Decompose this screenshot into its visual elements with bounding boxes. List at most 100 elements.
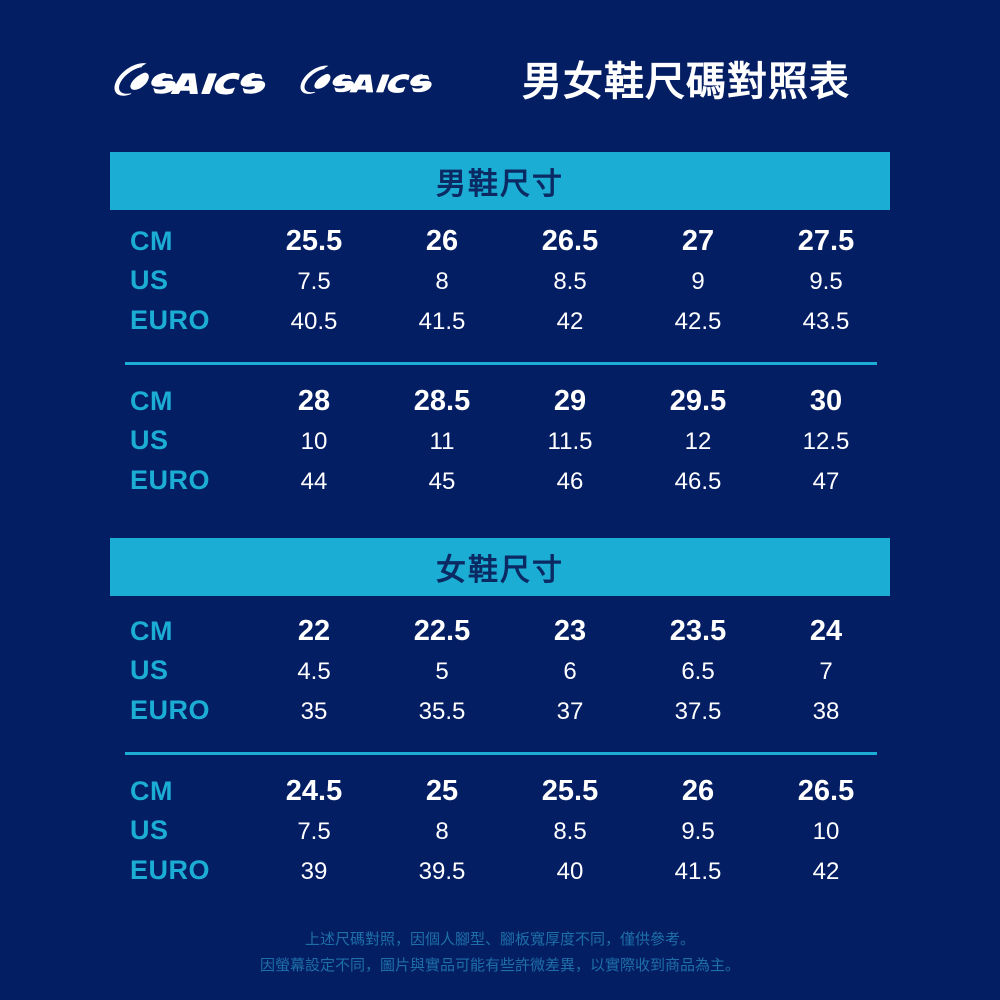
cell-value: 23 (553, 615, 587, 647)
row-label-cm: CM (130, 776, 173, 806)
row-label-euro: EURO (130, 695, 211, 725)
cell-value: 7 (819, 658, 833, 685)
size-block-men-2: CM 28 28.5 29 29.5 30 US 10 11 11.5 12 1… (130, 385, 890, 505)
row-values: 7.5 8 8.5 9 9.5 (250, 268, 890, 296)
page-header: 男女鞋尺碼對照表 (0, 46, 1000, 118)
row-label-us: US (130, 425, 169, 455)
row-values: 44 45 46 46.5 47 (250, 468, 890, 496)
cell-value: 8 (435, 268, 449, 295)
cell-value: 8.5 (553, 818, 587, 845)
cell-value: 11.5 (547, 428, 593, 455)
row-label-euro: EURO (130, 855, 211, 885)
cell-value: 42 (812, 858, 840, 885)
cell-value: 29 (553, 385, 587, 417)
cell-value: 25.5 (285, 225, 343, 257)
size-block-women-1: CM 22 22.5 23 23.5 24 US 4.5 5 6 6.5 7 E… (130, 615, 890, 735)
table-row: CM 22 22.5 23 23.5 24 (130, 615, 890, 655)
cell-value: 9 (691, 268, 705, 295)
cell-value: 46 (556, 468, 584, 495)
cell-value: 27.5 (797, 225, 855, 257)
table-row: CM 25.5 26 26.5 27 27.5 (130, 225, 890, 265)
cell-value: 6.5 (681, 658, 715, 685)
cell-value: 27 (681, 225, 715, 257)
size-block-men-1: CM 25.5 26 26.5 27 27.5 US 7.5 8 8.5 9 9… (130, 225, 890, 345)
cell-value: 25 (425, 775, 459, 807)
cell-value: 40.5 (290, 308, 338, 335)
brand-logos (112, 58, 438, 106)
table-row: CM 24.5 25 25.5 26 26.5 (130, 775, 890, 815)
section-header-women: 女鞋尺寸 (110, 538, 890, 596)
cell-value: 7.5 (297, 268, 331, 295)
cell-value: 26 (681, 775, 715, 807)
row-values: 25.5 26 26.5 27 27.5 (250, 225, 890, 258)
cell-value: 26.5 (797, 775, 855, 807)
row-label-cm: CM (130, 386, 173, 416)
table-row: US 4.5 5 6 6.5 7 (130, 655, 890, 695)
table-row: CM 28 28.5 29 29.5 30 (130, 385, 890, 425)
row-label-euro: EURO (130, 465, 211, 495)
cell-value: 22.5 (413, 615, 471, 647)
cell-value: 38 (812, 698, 840, 725)
row-values: 40.5 41.5 42 42.5 43.5 (250, 308, 890, 336)
section-title-men: 男鞋尺寸 (436, 167, 564, 202)
table-row: EURO 39 39.5 40 41.5 42 (130, 855, 890, 895)
cell-value: 8 (435, 818, 449, 845)
cell-value: 24 (809, 615, 843, 647)
table-row: EURO 44 45 46 46.5 47 (130, 465, 890, 505)
cell-value: 24.5 (285, 775, 343, 807)
cell-value: 41.5 (674, 858, 722, 885)
cell-value: 40 (556, 858, 584, 885)
cell-value: 28 (297, 385, 331, 417)
cell-value: 4.5 (297, 658, 331, 685)
cell-value: 39.5 (418, 858, 466, 885)
row-values: 4.5 5 6 6.5 7 (250, 658, 890, 686)
footnote-line-2: 因螢幕設定不同，圖片與實品可能有些許微差異，以實際收到商品為主。 (259, 956, 740, 974)
cell-value: 41.5 (418, 308, 466, 335)
row-values: 10 11 11.5 12 12.5 (250, 428, 890, 456)
page-title: 男女鞋尺碼對照表 (522, 59, 850, 105)
block-divider (125, 362, 877, 365)
asics-logo-icon-secondary (298, 58, 438, 106)
table-row: EURO 35 35.5 37 37.5 38 (130, 695, 890, 735)
size-block-women-2: CM 24.5 25 25.5 26 26.5 US 7.5 8 8.5 9.5… (130, 775, 890, 895)
table-row: US 7.5 8 8.5 9.5 10 (130, 815, 890, 855)
cell-value: 9.5 (809, 268, 843, 295)
cell-value: 11 (429, 428, 455, 455)
row-values: 35 35.5 37 37.5 38 (250, 698, 890, 726)
row-values: 39 39.5 40 41.5 42 (250, 858, 890, 886)
cell-value: 30 (809, 385, 843, 417)
cell-value: 8.5 (553, 268, 587, 295)
row-label-us: US (130, 265, 169, 295)
row-label-euro: EURO (130, 305, 211, 335)
section-title-women: 女鞋尺寸 (436, 553, 564, 588)
cell-value: 35.5 (418, 698, 466, 725)
cell-value: 6 (563, 658, 577, 685)
cell-value: 44 (300, 468, 328, 495)
cell-value: 12.5 (802, 428, 850, 455)
row-label-us: US (130, 815, 169, 845)
cell-value: 39 (300, 858, 328, 885)
asics-logo-icon (112, 58, 272, 106)
cell-value: 22 (297, 615, 331, 647)
cell-value: 42 (556, 308, 584, 335)
cell-value: 47 (812, 468, 840, 495)
row-label-us: US (130, 655, 169, 685)
cell-value: 5 (435, 658, 449, 685)
cell-value: 7.5 (297, 818, 331, 845)
cell-value: 9.5 (681, 818, 715, 845)
cell-value: 28.5 (413, 385, 471, 417)
cell-value: 26 (425, 225, 459, 257)
cell-value: 23.5 (669, 615, 727, 647)
footnote: 上述尺碼對照，因個人腳型、腳板寬厚度不同，僅供參考。 因螢幕設定不同，圖片與實品… (0, 926, 1000, 978)
row-values: 24.5 25 25.5 26 26.5 (250, 775, 890, 808)
table-row: EURO 40.5 41.5 42 42.5 43.5 (130, 305, 890, 345)
cell-value: 37 (556, 698, 584, 725)
cell-value: 10 (812, 818, 840, 845)
row-values: 7.5 8 8.5 9.5 10 (250, 818, 890, 846)
cell-value: 45 (428, 468, 456, 495)
row-label-cm: CM (130, 616, 173, 646)
cell-value: 35 (300, 698, 328, 725)
row-label-cm: CM (130, 226, 173, 256)
section-header-men: 男鞋尺寸 (110, 152, 890, 210)
